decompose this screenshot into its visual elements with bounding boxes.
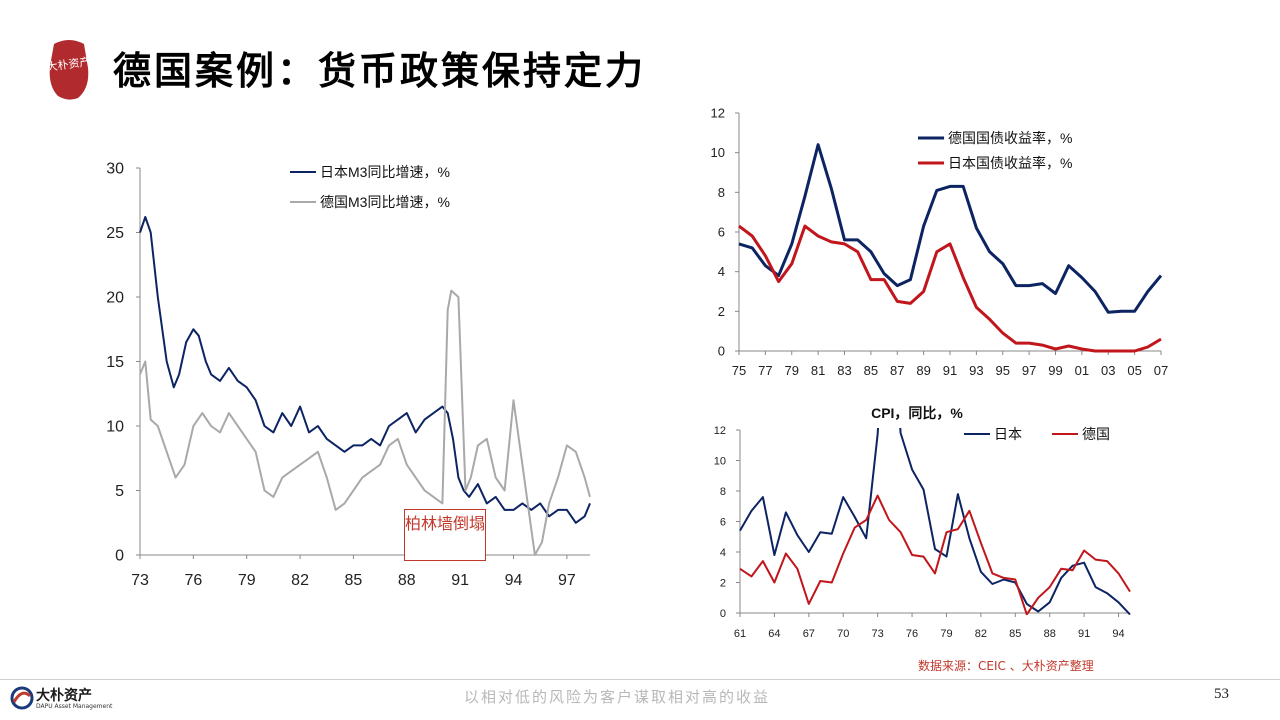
x-tick-label: 64 <box>768 628 780 640</box>
x-tick-label: 76 <box>184 572 202 589</box>
x-tick-label: 77 <box>758 363 772 378</box>
x-tick-label: 88 <box>1044 628 1056 640</box>
x-tick-label: 81 <box>811 363 825 378</box>
x-tick-label: 73 <box>872 628 884 640</box>
y-tick-label: 25 <box>106 225 124 242</box>
x-tick-label: 85 <box>864 363 878 378</box>
x-tick-label: 87 <box>890 363 904 378</box>
source-note: 数据来源：CEIC 、大朴资产整理 <box>918 659 1094 673</box>
x-tick-label: 79 <box>940 628 952 640</box>
x-tick-label: 88 <box>398 572 416 589</box>
y-tick-label: 10 <box>711 145 725 160</box>
legend-label-2: 日本国债收益率，% <box>948 155 1072 171</box>
y-tick-label: 20 <box>106 290 124 307</box>
series-line-1 <box>739 428 1131 615</box>
x-tick-label: 85 <box>345 572 363 589</box>
x-tick-label: 99 <box>1048 363 1062 378</box>
legend-label-1: 日本M3同比增速，% <box>320 164 450 180</box>
footer-divider <box>0 679 1280 680</box>
x-tick-label: 03 <box>1101 363 1115 378</box>
x-tick-label: 95 <box>996 363 1010 378</box>
series-line-1 <box>139 216 591 524</box>
series-line-2 <box>739 494 1131 615</box>
x-tick-label: 94 <box>1112 628 1124 640</box>
x-tick-label: 82 <box>291 572 309 589</box>
legend-label-1: 德国国债收益率，% <box>948 130 1072 146</box>
seal-logo: 大朴资产 <box>48 40 90 100</box>
y-tick-label: 5 <box>115 483 124 500</box>
y-tick-label: 8 <box>720 486 726 498</box>
x-tick-label: 70 <box>837 628 849 640</box>
chart-m3-growth: 0 5 10 15 20 25 30 73 76 79 82 85 88 91 94 97 日本M3同比增速，%… <box>106 161 591 589</box>
y-tick-label: 0 <box>720 608 726 620</box>
y-tick-label: 6 <box>718 225 725 240</box>
x-tick-label: 85 <box>1009 628 1021 640</box>
y-tick-label: 0 <box>718 344 725 359</box>
x-tick-label: 97 <box>558 572 576 589</box>
x-tick-label: 61 <box>734 628 746 640</box>
series-line-2 <box>139 289 591 556</box>
y-tick-label: 4 <box>718 264 725 279</box>
x-tick-label: 82 <box>975 628 987 640</box>
company-logo-icon <box>10 686 34 710</box>
y-tick-label: 2 <box>720 577 726 589</box>
series-line-1 <box>738 143 1163 314</box>
x-tick-label: 07 <box>1154 363 1168 378</box>
y-tick-label: 12 <box>714 425 726 437</box>
x-tick-label: 05 <box>1127 363 1141 378</box>
y-tick-label: 0 <box>115 548 124 565</box>
page-title: 德国案例：货币政策保持定力 <box>113 48 647 93</box>
x-tick-label: 97 <box>1022 363 1036 378</box>
company-name: 大朴资产 <box>36 688 92 704</box>
legend-label-2: 德国M3同比增速，% <box>320 194 450 210</box>
x-tick-label: 91 <box>1078 628 1090 640</box>
page-number: 53 <box>1214 686 1229 702</box>
y-tick-label: 12 <box>711 106 725 121</box>
chart-cpi: 0 2 4 6 8 10 12 61 64 67 70 73 76 79 82 85 88 91 94 日本 德国 CPI… <box>714 405 1131 640</box>
x-tick-label: 73 <box>131 572 149 589</box>
y-tick-label: 15 <box>106 354 124 371</box>
x-tick-label: 91 <box>943 363 957 378</box>
x-tick-label: 93 <box>969 363 983 378</box>
chart-title: CPI，同比，% <box>871 405 963 421</box>
x-tick-label: 89 <box>916 363 930 378</box>
y-tick-label: 30 <box>106 161 124 178</box>
chart-bond-yield: 0 2 4 6 8 10 12 75 77 79 81 83 85 87 89 91 93 95 97 99 01 03 0… <box>711 106 1169 378</box>
y-tick-label: 8 <box>718 185 725 200</box>
y-tick-label: 4 <box>720 547 726 559</box>
x-tick-label: 79 <box>785 363 799 378</box>
seal-logo-text: 大朴资产 <box>48 54 90 74</box>
company-name-en: DAPU Asset Management <box>36 703 113 710</box>
berlin-wall-annotation: 柏林墙倒塌 <box>404 509 486 561</box>
legend-label-1: 日本 <box>994 426 1022 442</box>
x-tick-label: 67 <box>803 628 815 640</box>
x-tick-label: 76 <box>906 628 918 640</box>
x-tick-label: 79 <box>238 572 256 589</box>
x-tick-label: 75 <box>732 363 746 378</box>
series-line-2 <box>738 224 1162 353</box>
legend-label-2: 德国 <box>1082 426 1110 442</box>
x-tick-label: 01 <box>1075 363 1089 378</box>
y-tick-label: 10 <box>714 455 726 467</box>
y-tick-label: 6 <box>720 516 726 528</box>
x-tick-label: 91 <box>451 572 469 589</box>
x-tick-label: 83 <box>837 363 851 378</box>
y-tick-label: 2 <box>718 304 725 319</box>
y-tick-label: 10 <box>106 419 124 436</box>
x-tick-label: 94 <box>505 572 523 589</box>
footer-slogan: 以相对低的风险为客户谋取相对高的收益 <box>464 688 771 706</box>
